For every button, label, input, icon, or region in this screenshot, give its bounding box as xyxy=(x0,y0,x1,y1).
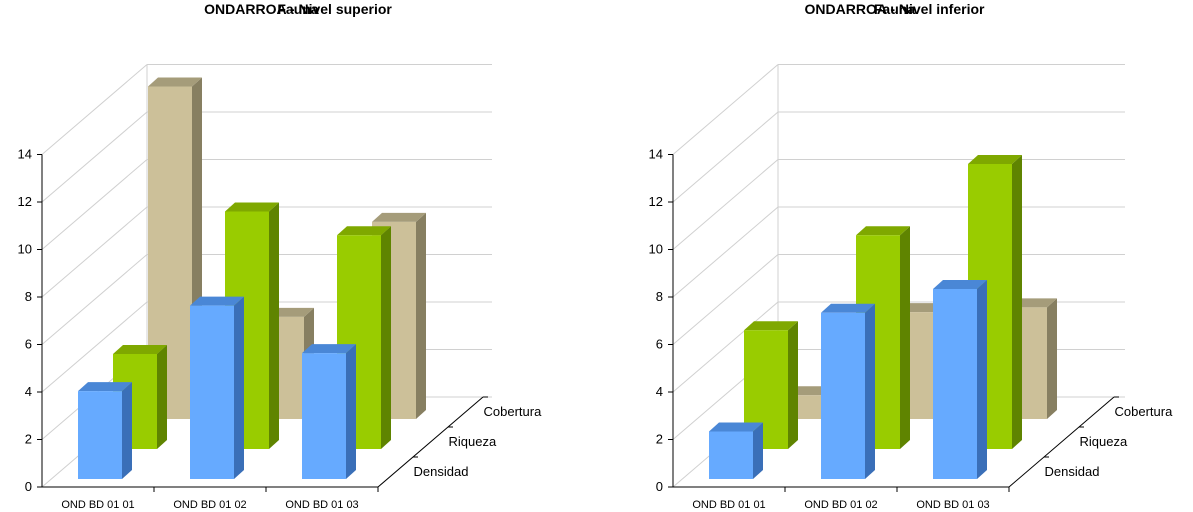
x-tick-label: OND BD 01 03 xyxy=(285,499,358,511)
y-tick-label: 2 xyxy=(656,432,663,447)
series-label-riqueza: Riqueza xyxy=(1080,434,1128,449)
y-tick-label: 6 xyxy=(25,337,32,352)
chart-superior-svg: 0 2 4 6 8 10 12 14 OND BD 01 01 OND BD 01 02 OND B… xyxy=(18,64,543,512)
series-label-densidad: Densidad xyxy=(1045,464,1100,479)
bar-densidad-1 xyxy=(709,422,763,479)
bars xyxy=(78,77,426,479)
bar-front xyxy=(78,391,122,479)
y-tick-label: 14 xyxy=(18,147,32,162)
x-tick-label: OND BD 01 01 xyxy=(692,499,765,511)
bar-densidad-3 xyxy=(302,344,356,479)
axes: 0 2 4 6 8 10 12 14 OND BD 01 01 OND BD 01 02 OND B… xyxy=(18,147,543,512)
chart-subtitle: Fauna xyxy=(873,1,916,17)
y-tick-label: 0 xyxy=(656,479,663,494)
y-tick-label: 8 xyxy=(656,289,663,304)
gridline-side xyxy=(672,206,779,298)
y-tick-label: 6 xyxy=(656,337,663,352)
series-label-cobertura: Cobertura xyxy=(484,404,543,419)
gridline-side xyxy=(41,254,148,345)
bar-side xyxy=(234,296,244,479)
y-tick-label: 4 xyxy=(656,384,663,399)
bar-top xyxy=(933,280,987,289)
bar-densidad-2 xyxy=(190,296,244,479)
y-tick-label: 0 xyxy=(25,479,32,494)
chart-title: ONDARROA - Nivel superior xyxy=(204,1,392,17)
y-tick-label: 4 xyxy=(25,384,32,399)
chart-inferior-svg: 0 2 4 6 8 10 12 14 OND BD 01 01 OND BD 01 02 OND B… xyxy=(649,64,1174,512)
bar-top xyxy=(744,321,798,331)
bar-front xyxy=(709,431,753,479)
bars xyxy=(709,155,1057,479)
gridline-side xyxy=(672,111,779,203)
y-tick-label: 14 xyxy=(649,147,663,162)
bar-side xyxy=(1047,298,1057,419)
bar-side xyxy=(1012,155,1022,449)
series-label-riqueza: Riqueza xyxy=(449,434,497,449)
chart-panel-superior: ONDARROA - Nivel superior Fauna 0 2 4 6 8 10 1… xyxy=(0,0,596,512)
y-tick-label: 12 xyxy=(649,194,663,209)
bar-front xyxy=(821,312,865,479)
z-axis-line xyxy=(377,396,484,488)
bar-front xyxy=(190,305,234,479)
gridline-side xyxy=(672,64,779,155)
bar-front xyxy=(933,289,977,479)
gridline-side xyxy=(672,301,779,393)
bar-side xyxy=(381,226,391,449)
bar-side xyxy=(865,303,875,479)
bar-top xyxy=(856,226,910,236)
bar-riqueza-1 xyxy=(744,321,798,449)
bar-side xyxy=(346,344,356,479)
series-label-cobertura: Cobertura xyxy=(1115,404,1174,419)
bar-side xyxy=(977,280,987,479)
chart-subtitle: Fauna xyxy=(277,1,319,17)
bar-front xyxy=(302,353,346,479)
bar-top xyxy=(372,212,426,222)
axes: 0 2 4 6 8 10 12 14 OND BD 01 01 OND BD 01 02 OND B… xyxy=(649,147,1174,512)
gridline-side xyxy=(672,159,779,250)
bar-side xyxy=(788,321,798,449)
bar-densidad-3 xyxy=(933,280,987,479)
bar-side xyxy=(122,382,132,479)
gridline-side xyxy=(41,206,148,298)
bar-densidad-1 xyxy=(78,382,132,479)
chart-title: ONDARROA - Nivel inferior xyxy=(804,1,985,17)
bar-side xyxy=(269,202,279,449)
z-axis-line xyxy=(1008,396,1115,488)
y-tick-label: 10 xyxy=(18,242,32,257)
bar-top xyxy=(148,77,202,87)
bar-side xyxy=(157,345,167,449)
bar-top xyxy=(78,382,132,392)
y-tick-label: 8 xyxy=(25,289,32,304)
y-tick-label: 10 xyxy=(649,242,663,257)
bar-top xyxy=(225,202,279,212)
x-tick-label: OND BD 01 03 xyxy=(916,499,989,511)
y-tick-label: 12 xyxy=(18,194,32,209)
bar-top xyxy=(337,226,391,236)
bar-top xyxy=(302,344,356,354)
series-label-densidad: Densidad xyxy=(414,464,469,479)
gridline-side xyxy=(672,254,779,345)
gridline-side xyxy=(41,64,148,155)
bar-side xyxy=(900,226,910,449)
x-tick-label: OND BD 01 02 xyxy=(173,499,246,511)
bar-top xyxy=(821,303,875,313)
gridline-side xyxy=(41,111,148,203)
gridline-side xyxy=(41,301,148,393)
x-tick-label: OND BD 01 01 xyxy=(61,499,134,511)
chart-panel-inferior: ONDARROA - Nivel inferior Fauna 0 2 4 6 8 10 1… xyxy=(596,0,1193,512)
bar-top xyxy=(113,345,167,354)
bar-densidad-2 xyxy=(821,303,875,479)
bar-top xyxy=(709,422,763,432)
gridline-side xyxy=(41,159,148,250)
y-tick-label: 2 xyxy=(25,432,32,447)
bar-top xyxy=(968,155,1022,164)
bar-side xyxy=(416,212,426,419)
bar-top xyxy=(190,296,244,306)
x-tick-label: OND BD 01 02 xyxy=(804,499,877,511)
bar-side xyxy=(753,422,763,479)
